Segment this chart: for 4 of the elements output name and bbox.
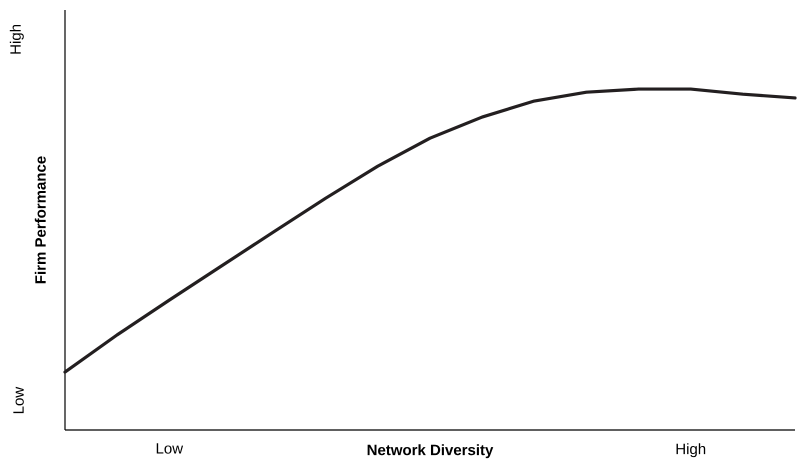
text: High	[10, 24, 24, 54]
x-axis-title: Network Diversity	[368, 444, 494, 458]
text: Low	[13, 386, 24, 414]
y-axis-title: Firm Performance	[34, 156, 46, 284]
